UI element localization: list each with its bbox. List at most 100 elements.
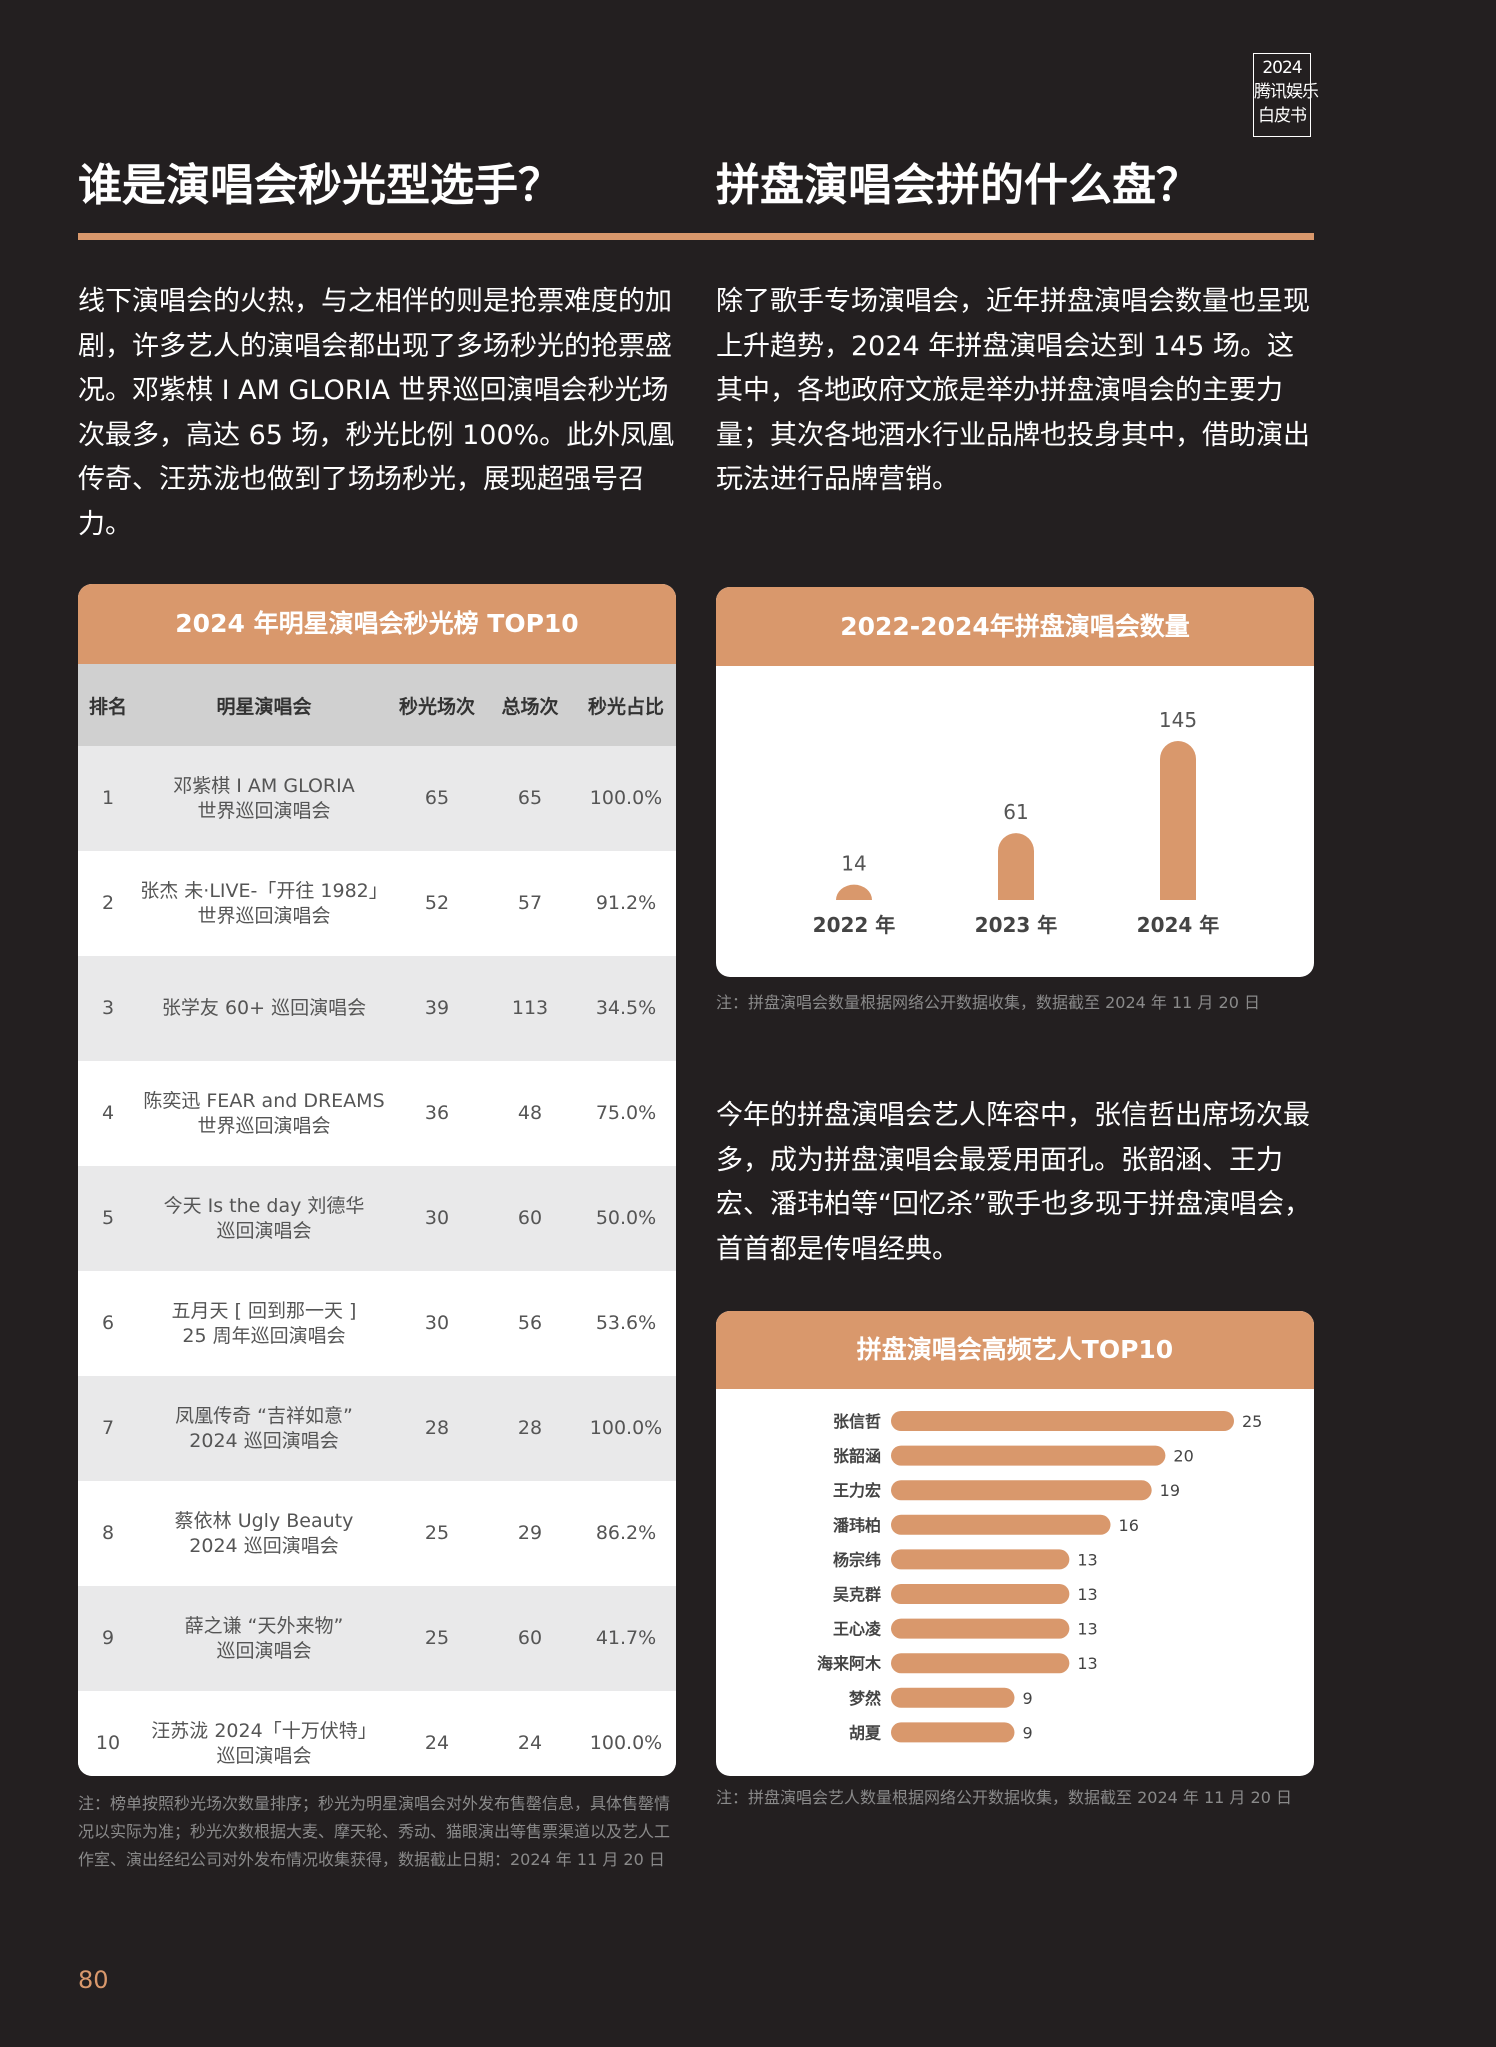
artist-bar [891, 1549, 1070, 1570]
year-bar-label: 2023 年 [975, 913, 1058, 937]
artist-bar-value: 9 [1022, 1689, 1032, 1708]
concert-name-line1: 邓紫棋 I AM GLORIA [173, 774, 355, 797]
badge-year: 2024 [1262, 58, 1302, 78]
col-ratio: 秒光占比 [576, 664, 676, 746]
artist-bar-value: 9 [1022, 1723, 1032, 1742]
artist-bar-label: 张信哲 [833, 1412, 881, 1431]
year-bar-value: 14 [841, 852, 866, 876]
concert-name-line2: 巡回演唱会 [216, 1219, 312, 1242]
sold-out-cell: 28 [390, 1376, 484, 1481]
ratio-cell: 100.0% [576, 1376, 676, 1481]
concert-cell: 张学友 60+ 巡回演唱会 [138, 956, 390, 1061]
table-row: 1 邓紫棋 I AM GLORIA 世界巡回演唱会 65 65 100.0% [78, 746, 676, 851]
artist-bar [891, 1480, 1152, 1501]
right-intro-paragraph: 除了歌手专场演唱会，近年拼盘演唱会数量也呈现上升趋势，2024 年拼盘演唱会达到… [716, 286, 1310, 495]
badge-brand: 腾讯娱乐 [1254, 82, 1319, 102]
sold-out-cell: 30 [390, 1271, 484, 1376]
sellout-table-card: 2024 年明星演唱会秒光榜 TOP10 排名 明星演唱会 秒光场次 总场次 秒… [78, 584, 676, 1776]
total-cell: 60 [484, 1586, 576, 1691]
concert-name-line2: 世界巡回演唱会 [197, 1114, 331, 1137]
concert-cell: 陈奕迅 FEAR and DREAMS 世界巡回演唱会 [138, 1061, 390, 1166]
concert-name-line1: 蔡依林 Ugly Beauty [174, 1509, 354, 1532]
table-row: 6 五月天 [ 回到那一天 ] 25 周年巡回演唱会 30 56 53.6% [78, 1271, 676, 1376]
artist-bar [891, 1687, 1015, 1708]
year-bar-label: 2024 年 [1137, 913, 1220, 937]
rank-cell: 1 [78, 746, 138, 851]
ratio-cell: 75.0% [576, 1061, 676, 1166]
sold-out-cell: 24 [390, 1691, 484, 1776]
table-row: 7 凤凰传奇 “吉祥如意” 2024 巡回演唱会 28 28 100.0% [78, 1376, 676, 1481]
badge-doc: 白皮书 [1258, 106, 1307, 126]
artist-bar-label: 王力宏 [833, 1481, 881, 1500]
artist-bar-value: 20 [1173, 1447, 1193, 1466]
right-section-title: 拼盘演唱会拼的什么盘？ [716, 160, 1200, 211]
concert-name-line2: 巡回演唱会 [216, 1639, 312, 1662]
table-footnote: 注：榜单按照秒光场次数量排序；秒光为明星演唱会对外发布售罄信息，具体售罄情况以实… [78, 1794, 671, 1869]
table-row: 4 陈奕迅 FEAR and DREAMS 世界巡回演唱会 36 48 75.0% [78, 1061, 676, 1166]
artist-bar [891, 1445, 1166, 1466]
total-cell: 60 [484, 1166, 576, 1271]
concert-name-line2: 2024 巡回演唱会 [189, 1429, 339, 1452]
concert-name-line2: 25 周年巡回演唱会 [182, 1324, 346, 1347]
table-header-row: 排名 明星演唱会 秒光场次 总场次 秒光占比 [78, 664, 676, 746]
concert-name-line2: 巡回演唱会 [216, 1744, 312, 1767]
left-intro-paragraph: 线下演唱会的火热，与之相伴的则是抢票难度的加剧，许多艺人的演唱会都出现了多场秒光… [78, 286, 675, 540]
concert-name-line2: 2024 巡回演唱会 [189, 1534, 339, 1557]
total-cell: 56 [484, 1271, 576, 1376]
total-cell: 48 [484, 1061, 576, 1166]
sold-out-cell: 52 [390, 851, 484, 956]
artist-bar-label: 梦然 [849, 1689, 881, 1708]
artist-bar [891, 1618, 1070, 1639]
concert-name-line1: 汪苏泷 2024「十万伏特」 [151, 1719, 377, 1742]
artist-bar-label: 胡夏 [849, 1723, 882, 1742]
concert-cell: 今天 Is the day 刘德华 巡回演唱会 [138, 1166, 390, 1271]
artist-bar-value: 13 [1077, 1585, 1097, 1604]
artist-bar [891, 1653, 1070, 1674]
sellout-table-title: 2024 年明星演唱会秒光榜 TOP10 [78, 584, 676, 664]
table-row: 3 张学友 60+ 巡回演唱会 39 113 34.5% [78, 956, 676, 1061]
rank-cell: 2 [78, 851, 138, 956]
artist-bar [891, 1411, 1234, 1431]
total-cell: 28 [484, 1376, 576, 1481]
concert-name-line1: 五月天 [ 回到那一天 ] [171, 1299, 357, 1322]
artist-bar-value: 13 [1077, 1654, 1097, 1673]
total-cell: 57 [484, 851, 576, 956]
left-section-title: 谁是演唱会秒光型选手？ [78, 160, 562, 211]
artist-bar-value: 13 [1077, 1620, 1097, 1639]
ratio-cell: 91.2% [576, 851, 676, 956]
col-sold-out: 秒光场次 [390, 664, 484, 746]
concert-cell: 张杰 未·LIVE-「开往 1982」 世界巡回演唱会 [138, 851, 390, 956]
artist-bar-value: 16 [1119, 1516, 1139, 1535]
sold-out-cell: 25 [390, 1481, 484, 1586]
concert-cell: 五月天 [ 回到那一天 ] 25 周年巡回演唱会 [138, 1271, 390, 1376]
year-bar-value: 145 [1159, 708, 1197, 732]
rank-cell: 4 [78, 1061, 138, 1166]
rank-cell: 9 [78, 1586, 138, 1691]
table-row: 2 张杰 未·LIVE-「开往 1982」 世界巡回演唱会 52 57 91.2% [78, 851, 676, 956]
concert-name-line2: 世界巡回演唱会 [197, 799, 331, 822]
artist-bar-label: 张韶涵 [833, 1447, 881, 1466]
ratio-cell: 100.0% [576, 1691, 676, 1776]
year-bar-label: 2022 年 [813, 913, 896, 937]
ratio-cell: 50.0% [576, 1166, 676, 1271]
rank-cell: 6 [78, 1271, 138, 1376]
artist-bar-label: 潘玮柏 [833, 1516, 881, 1535]
artist-freq-chart-card: 拼盘演唱会高频艺人TOP10 张信哲 25 张韶涵 20 王力宏 19 潘玮柏 16 杨宗纬 13… [716, 1311, 1314, 1776]
concert-cell: 邓紫棋 I AM GLORIA 世界巡回演唱会 [138, 746, 390, 851]
table-row: 5 今天 Is the day 刘德华 巡回演唱会 30 60 50.0% [78, 1166, 676, 1271]
concert-name-line1: 陈奕迅 FEAR and DREAMS [143, 1089, 385, 1112]
artist-bar-label: 吴克群 [833, 1585, 881, 1604]
artist-bar-value: 25 [1242, 1412, 1262, 1431]
concert-name-line1: 今天 Is the day 刘德华 [163, 1194, 365, 1217]
total-cell: 24 [484, 1691, 576, 1776]
chart1-footnote: 注：拼盘演唱会数量根据网络公开数据收集，数据截至 2024 年 11 月 20 … [716, 993, 1260, 1012]
rank-cell: 7 [78, 1376, 138, 1481]
artist-freq-chart: 张信哲 25 张韶涵 20 王力宏 19 潘玮柏 16 杨宗纬 13 吴克群 13 王心凌 13 海来阿木 1… [817, 1411, 1262, 1743]
sold-out-cell: 25 [390, 1586, 484, 1691]
col-total: 总场次 [484, 664, 576, 746]
concert-cell: 蔡依林 Ugly Beauty 2024 巡回演唱会 [138, 1481, 390, 1586]
concert-name-line2: 世界巡回演唱会 [197, 904, 331, 927]
sold-out-cell: 30 [390, 1166, 484, 1271]
rank-cell: 3 [78, 956, 138, 1061]
year-bar [1160, 741, 1196, 900]
